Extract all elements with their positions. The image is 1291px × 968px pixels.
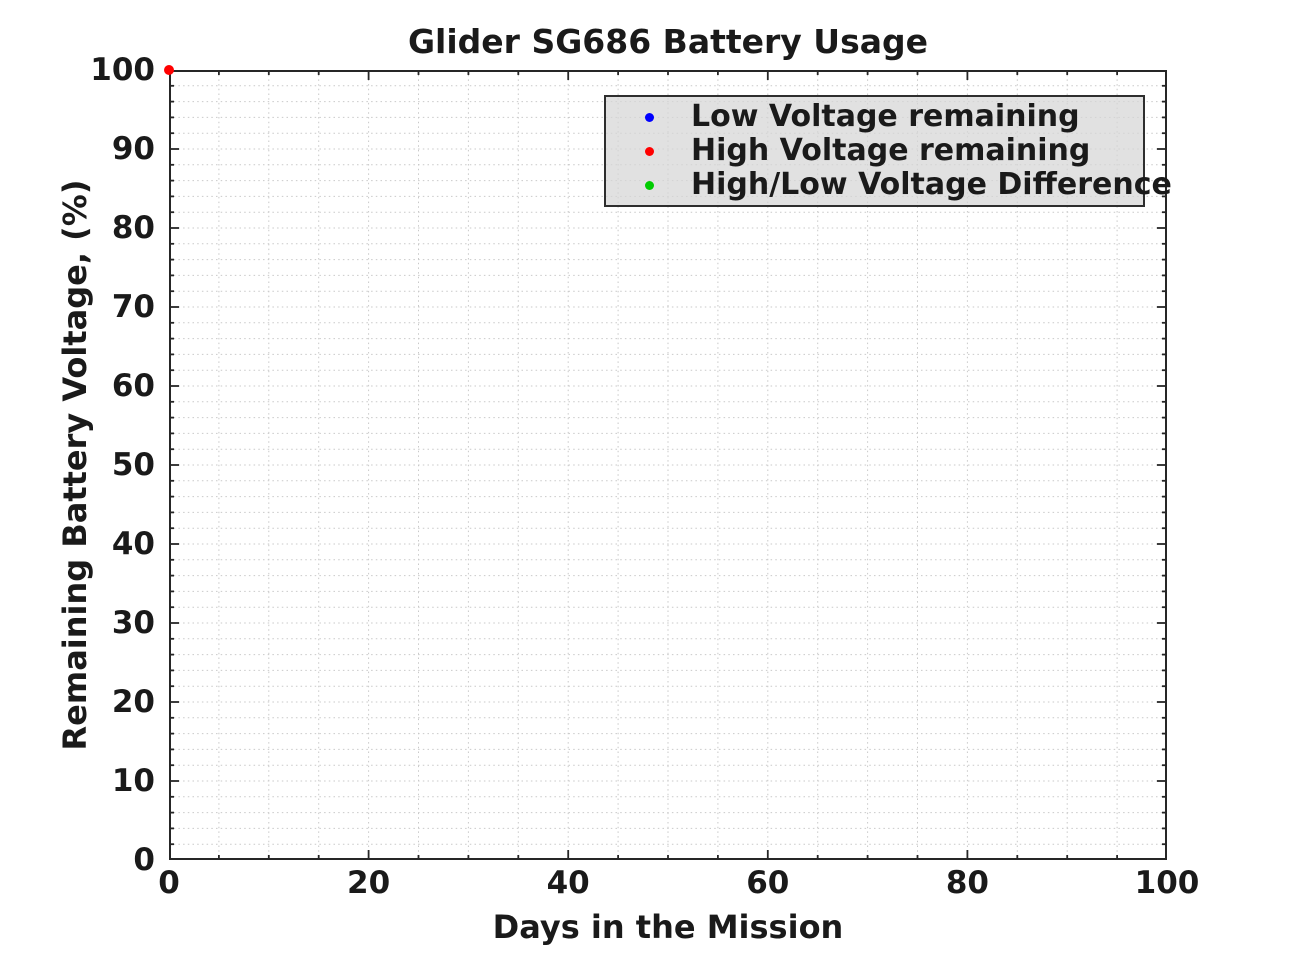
legend-item-low-voltage: Low Voltage remaining <box>606 100 1143 134</box>
legend-label: High Voltage remaining <box>691 133 1091 168</box>
y-tick-label: 0 <box>133 842 155 878</box>
scatter-dot-icon <box>645 146 654 156</box>
x-tick-label: 0 <box>158 865 180 901</box>
chart-title: Glider SG686 Battery Usage <box>407 22 929 61</box>
y-tick-label: 40 <box>111 526 155 562</box>
y-tick-label: 80 <box>111 210 155 246</box>
scatter-dot-icon <box>645 180 654 190</box>
y-tick-label: 60 <box>111 368 155 404</box>
y-tick-label: 10 <box>111 763 155 799</box>
data-point <box>164 65 174 75</box>
y-tick-label: 100 <box>90 52 155 88</box>
x-tick-label: 40 <box>546 865 590 901</box>
legend-item-high-voltage: High Voltage remaining <box>606 134 1143 168</box>
x-tick-label: 80 <box>945 865 989 901</box>
y-tick-label: 30 <box>111 605 155 641</box>
y-tick-label: 20 <box>111 684 155 720</box>
x-tick-label: 20 <box>347 865 391 901</box>
legend: Low Voltage remaining High Voltage remai… <box>604 95 1172 207</box>
legend-item-voltage-difference: High/Low Voltage Difference <box>606 168 1172 202</box>
x-axis-label: Days in the Mission <box>492 908 844 946</box>
y-tick-label: 70 <box>111 289 155 325</box>
y-tick-label: 90 <box>111 131 155 167</box>
x-tick-label: 60 <box>746 865 790 901</box>
scatter-dot-icon <box>645 112 654 122</box>
x-tick-label: 100 <box>1134 865 1200 901</box>
plot-area: Low Voltage remaining High Voltage remai… <box>164 65 1172 860</box>
legend-label: Low Voltage remaining <box>691 99 1080 134</box>
legend-label: High/Low Voltage Difference <box>691 167 1172 202</box>
y-tick-label: 50 <box>111 447 155 483</box>
